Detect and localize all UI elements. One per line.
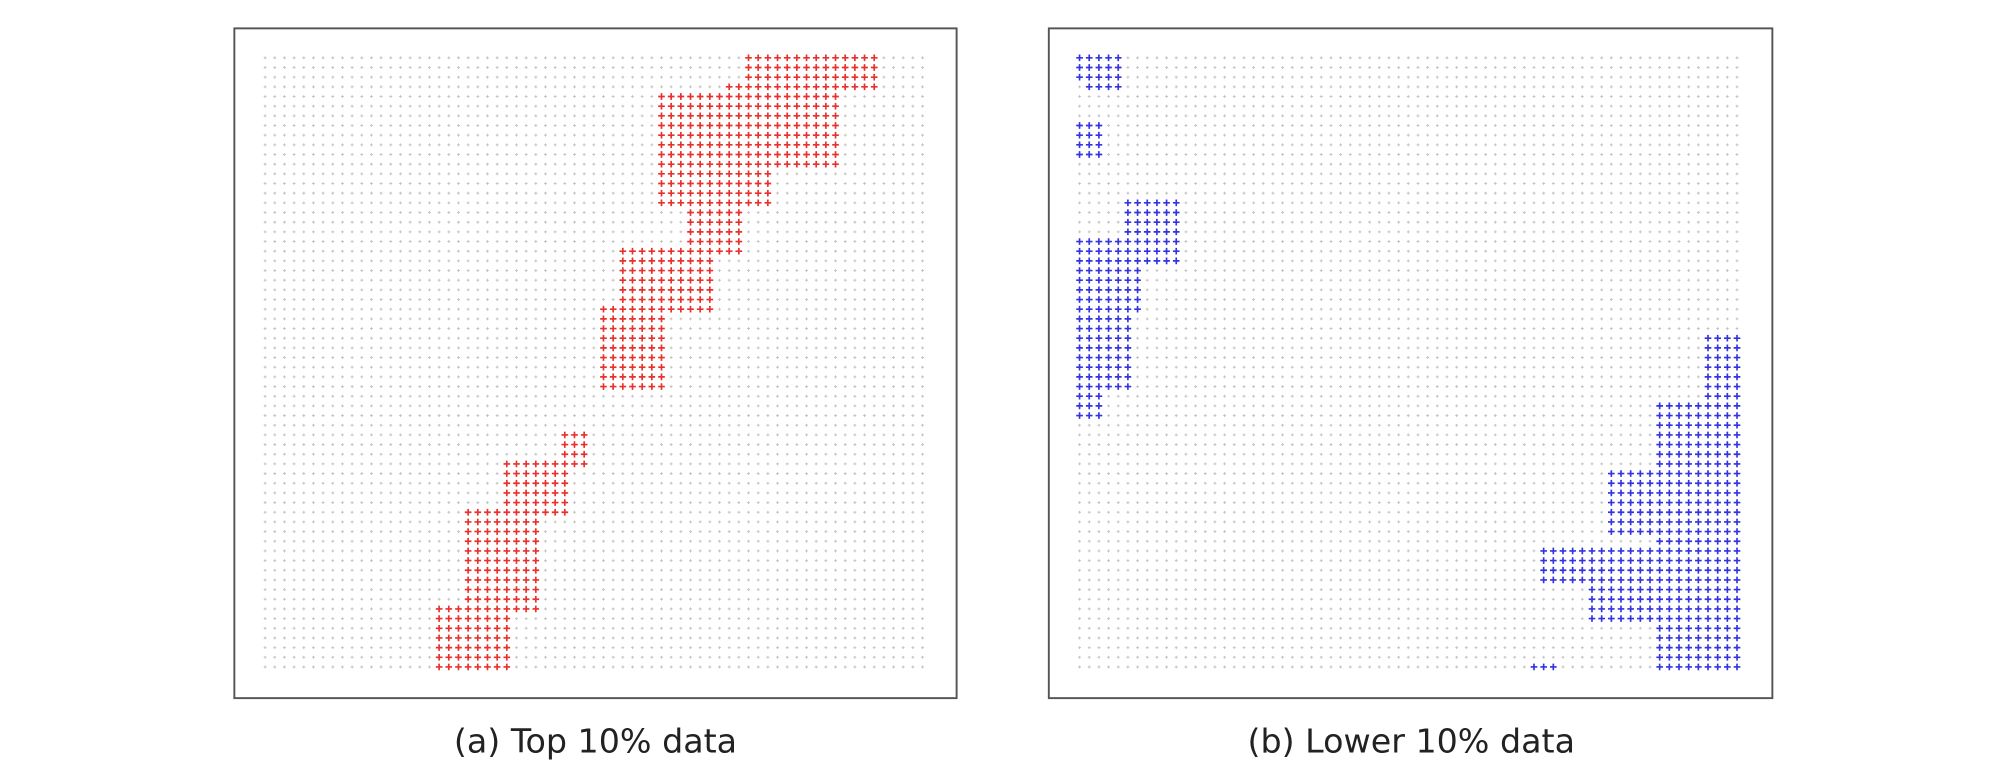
highlighted-points (1076, 54, 1741, 671)
panel-frame (233, 27, 958, 700)
panel-frame (1047, 27, 1774, 700)
panel-caption: (a) Top 10% data (454, 721, 737, 760)
grid-points (1078, 56, 1739, 669)
grid-points (263, 56, 924, 669)
panel-caption: (b) Lower 10% data (1248, 721, 1575, 760)
highlighted-points (435, 54, 878, 671)
